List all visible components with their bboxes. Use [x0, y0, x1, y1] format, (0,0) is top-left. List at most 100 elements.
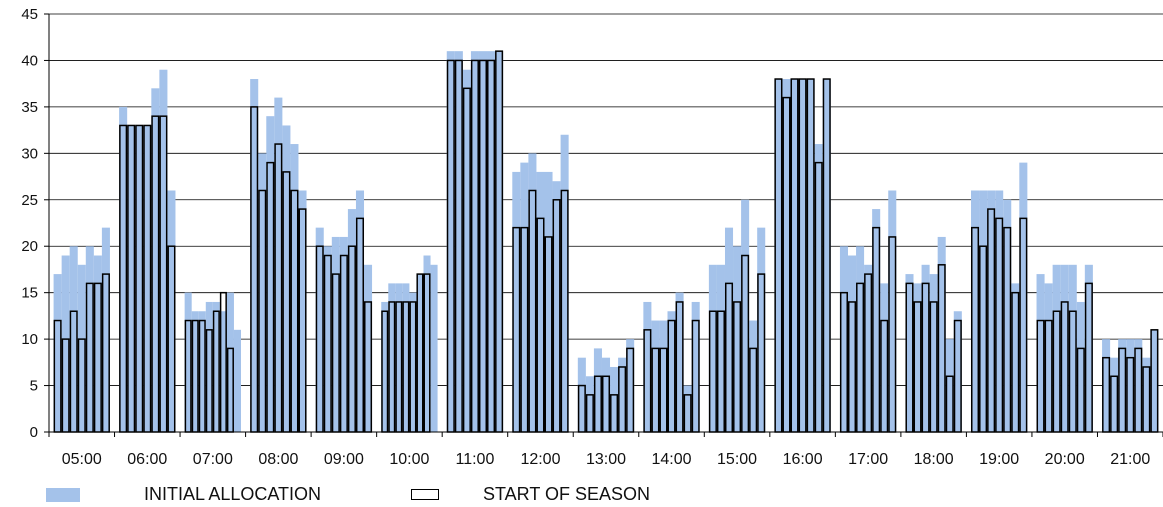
bar-initial-allocation: [1068, 264, 1077, 432]
x-tick-label: 10:00: [389, 451, 429, 468]
y-tick-label: 15: [21, 285, 38, 302]
bar-initial-allocation: [355, 190, 365, 432]
bar-initial-allocation: [1134, 339, 1143, 432]
bar-initial-allocation: [856, 246, 865, 432]
bar-initial-allocation: [528, 153, 537, 433]
bar-initial-allocation: [888, 190, 897, 432]
bar-initial-allocation: [282, 125, 291, 432]
bar-initial-allocation: [749, 320, 758, 432]
bar-initial-allocation: [462, 69, 471, 432]
x-tick-label: 05:00: [62, 451, 102, 468]
bar-initial-allocation: [995, 190, 1004, 432]
legend-label-start-of-season: START OF SEASON: [483, 484, 651, 504]
bar-initial-allocation: [945, 339, 954, 432]
bar-initial-allocation: [198, 311, 206, 432]
bar-initial-allocation: [127, 125, 136, 432]
bar-initial-allocation: [446, 51, 455, 433]
bar-initial-allocation: [1142, 357, 1151, 432]
bar-initial-allocation: [478, 51, 488, 433]
bar-initial-allocation: [388, 283, 396, 432]
bar-initial-allocation: [593, 348, 602, 432]
x-tick-label: 11:00: [456, 451, 495, 468]
bar-initial-allocation: [560, 134, 569, 432]
x-tick-label: 15:00: [717, 451, 757, 468]
bar-initial-allocation: [191, 311, 199, 432]
bar-initial-allocation: [381, 301, 389, 432]
bar-initial-allocation: [101, 227, 110, 432]
bar-initial-allocation: [323, 246, 332, 432]
x-tick-label: 21:00: [1110, 451, 1150, 468]
y-tick-label: 5: [30, 378, 38, 395]
bar-initial-allocation: [298, 190, 307, 432]
legend-item-start-of-season: START OF SEASON: [411, 482, 650, 507]
bar-initial-allocation: [929, 274, 938, 432]
bar-initial-allocation: [61, 255, 70, 432]
bar-initial-allocation: [643, 301, 652, 432]
bar-initial-allocation: [806, 79, 815, 433]
bar-initial-allocation: [1110, 357, 1119, 432]
bar-initial-allocation: [1118, 339, 1127, 432]
bar-initial-allocation: [347, 209, 356, 432]
y-tick-label: 0: [30, 424, 38, 441]
bar-initial-allocation: [667, 311, 676, 432]
bar-initial-allocation: [77, 264, 86, 432]
bar-initial-allocation: [395, 283, 403, 432]
bar-initial-allocation: [470, 51, 479, 433]
bar-initial-allocation: [921, 264, 930, 432]
bar-initial-allocation: [274, 97, 283, 432]
bar-initial-allocation: [1150, 329, 1159, 432]
bar-initial-allocation: [814, 144, 823, 433]
bar-initial-allocation: [552, 181, 561, 432]
bar-initial-allocation: [290, 144, 299, 433]
bar-initial-allocation: [364, 264, 373, 432]
bar-initial-allocation: [1084, 264, 1093, 432]
bar-initial-allocation: [53, 274, 62, 432]
bar-initial-allocation: [733, 246, 742, 432]
bar-initial-allocation: [675, 292, 684, 432]
bar-initial-allocation: [1126, 339, 1135, 432]
bar-initial-allocation: [184, 292, 192, 432]
bar-initial-allocation: [864, 264, 873, 432]
bar-initial-allocation: [913, 283, 922, 432]
x-tick-label: 13:00: [586, 451, 626, 468]
bar-initial-allocation: [839, 246, 848, 432]
bar-initial-allocation: [782, 79, 791, 433]
bar-initial-allocation: [790, 79, 799, 433]
bar-initial-allocation: [1052, 264, 1061, 432]
axes: [48, 14, 1163, 433]
bar-initial-allocation: [402, 283, 410, 432]
bar-initial-allocation: [487, 51, 496, 433]
x-tick-label: 19:00: [979, 451, 1019, 468]
x-tick-label: 07:00: [193, 451, 233, 468]
bar-initial-allocation: [1003, 199, 1012, 432]
bar-initial-allocation: [774, 79, 783, 433]
bar-initial-allocation: [315, 227, 324, 432]
bar-initial-allocation: [1044, 283, 1053, 432]
x-tick-label: 08:00: [258, 451, 298, 468]
bar-initial-allocation: [724, 227, 734, 432]
bar-initial-allocation: [430, 264, 438, 432]
bar-initial-allocation: [757, 227, 766, 432]
bar-initial-allocation: [226, 292, 234, 432]
bar-initial-allocation: [85, 246, 94, 432]
bar-initial-allocation: [266, 116, 275, 432]
bar-initial-allocation: [159, 69, 168, 432]
bar-initial-allocation: [258, 153, 267, 433]
y-tick-label: 45: [21, 6, 38, 23]
bar-initial-allocation: [512, 171, 521, 432]
x-tick-label: 12:00: [520, 451, 560, 468]
bar-initial-allocation: [953, 311, 962, 432]
x-tick-label: 14:00: [652, 451, 692, 468]
bar-initial-allocation: [601, 357, 611, 432]
bar-initial-allocation: [520, 162, 529, 432]
bar-initial-allocation: [339, 236, 348, 432]
bar-initial-allocation: [987, 190, 996, 432]
bar-initial-allocation: [143, 125, 152, 432]
bar-initial-allocation: [651, 320, 660, 432]
y-tick-label: 40: [21, 52, 38, 69]
x-tick-label: 16:00: [783, 451, 823, 468]
bar-initial-allocation: [691, 301, 700, 432]
x-tick-label: 20:00: [1045, 451, 1085, 468]
bar-initial-allocation: [1060, 264, 1069, 432]
bar-initial-allocation: [1011, 283, 1020, 432]
